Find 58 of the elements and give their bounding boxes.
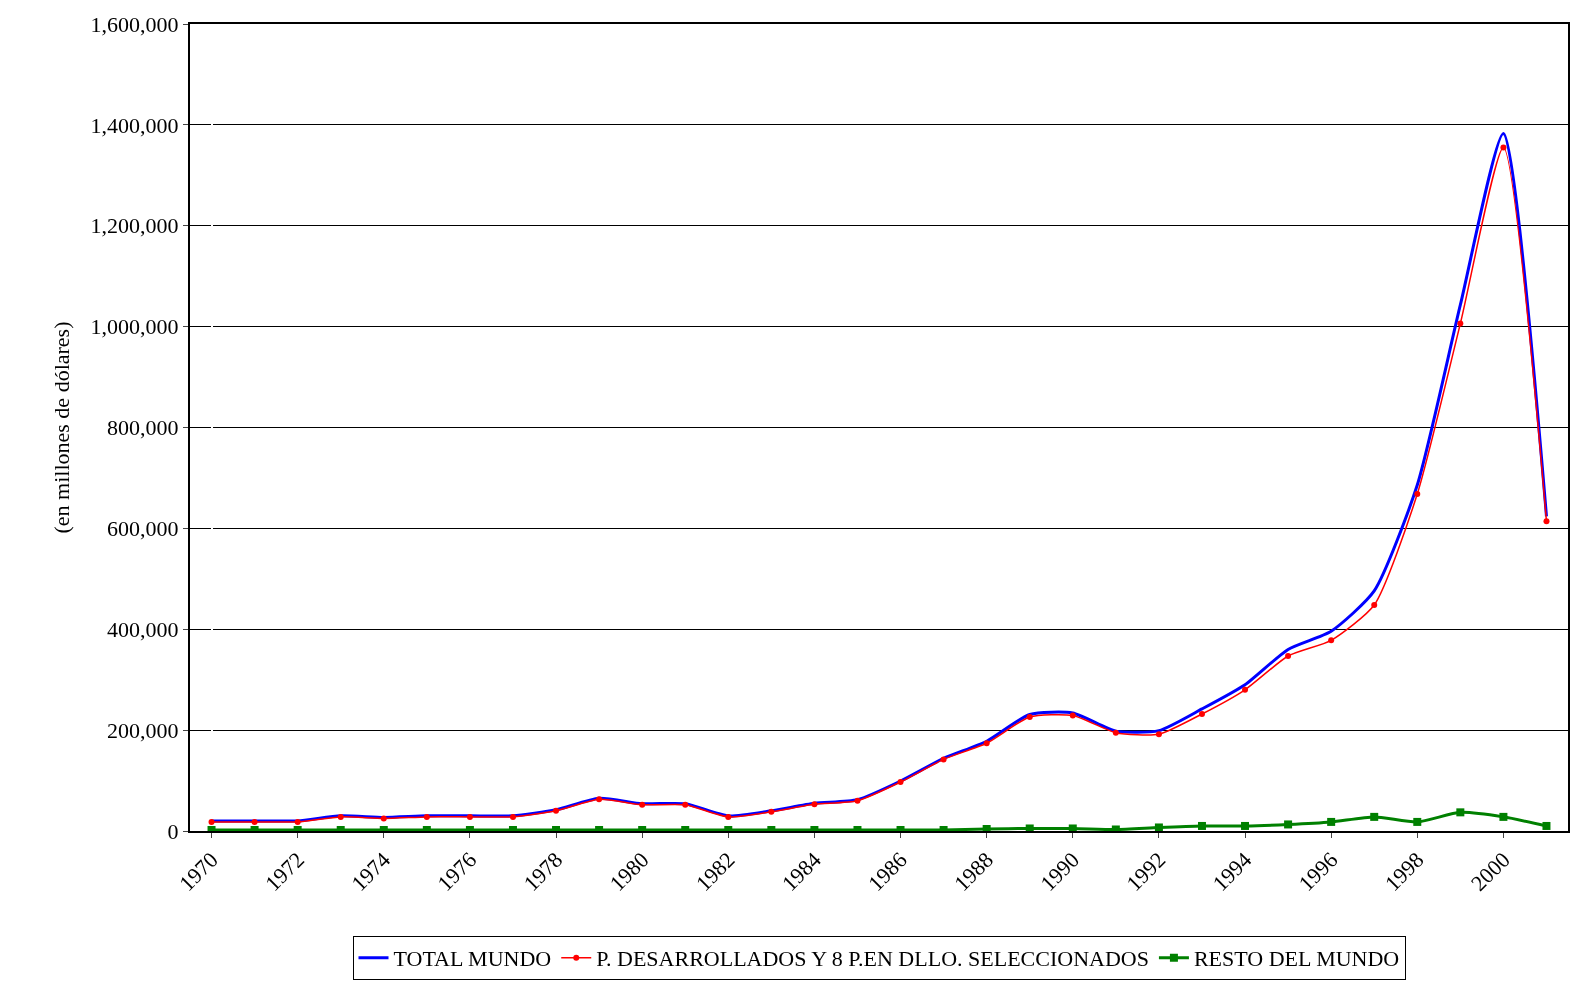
point — [1069, 712, 1076, 719]
point — [1242, 686, 1249, 693]
legend-label: RESTO DEL MUNDO — [1193, 946, 1400, 972]
point — [1327, 817, 1336, 826]
point — [1285, 652, 1292, 659]
point — [1198, 710, 1205, 717]
y-tick-label: 200,000 — [107, 717, 179, 743]
point — [1543, 518, 1550, 525]
point — [1414, 491, 1421, 498]
point — [1154, 823, 1163, 831]
point — [682, 801, 689, 808]
point — [1241, 821, 1250, 830]
point — [596, 796, 603, 803]
point — [940, 756, 947, 763]
y-tick-label: 1,400,000 — [90, 112, 179, 138]
y-tick-label: 1,000,000 — [90, 314, 179, 340]
point — [251, 818, 258, 825]
y-tick-label: 1,600,000 — [90, 11, 179, 37]
point — [337, 813, 344, 820]
point — [1542, 821, 1551, 830]
y-tick-label: 400,000 — [107, 616, 179, 642]
point — [854, 797, 861, 804]
point — [1457, 320, 1464, 327]
legend-label: P. DESARROLLADOS Y 8 P.EN DLLO. SELECCIONADOS — [596, 946, 1149, 972]
point — [1413, 817, 1422, 826]
y-tick-label: 0 — [167, 818, 179, 844]
point — [423, 813, 430, 820]
point — [380, 815, 387, 822]
point — [208, 818, 215, 825]
point — [1068, 824, 1077, 831]
y-tick-label: 1,200,000 — [90, 213, 179, 239]
point — [1112, 729, 1119, 736]
point — [639, 801, 646, 808]
point — [509, 813, 516, 820]
point — [1370, 812, 1379, 821]
point — [1371, 602, 1378, 609]
point — [1500, 144, 1507, 151]
point — [1155, 731, 1162, 738]
point — [1499, 812, 1508, 821]
point — [1328, 637, 1335, 644]
point — [1456, 808, 1465, 817]
point — [982, 824, 991, 831]
point — [983, 740, 990, 747]
point — [1026, 714, 1033, 721]
point — [768, 808, 775, 815]
point — [725, 813, 732, 820]
y-tick-label: 600,000 — [107, 516, 179, 542]
point — [466, 813, 473, 820]
legend-label: TOTAL MUNDO — [393, 946, 552, 972]
point — [553, 807, 560, 814]
point — [1284, 820, 1293, 829]
point — [294, 818, 301, 825]
y-axis-title: (en millones de dólares) — [48, 321, 74, 534]
point — [811, 801, 818, 808]
point — [1025, 824, 1034, 831]
point — [1197, 821, 1206, 830]
point — [897, 779, 904, 786]
y-tick-label: 800,000 — [107, 415, 179, 441]
